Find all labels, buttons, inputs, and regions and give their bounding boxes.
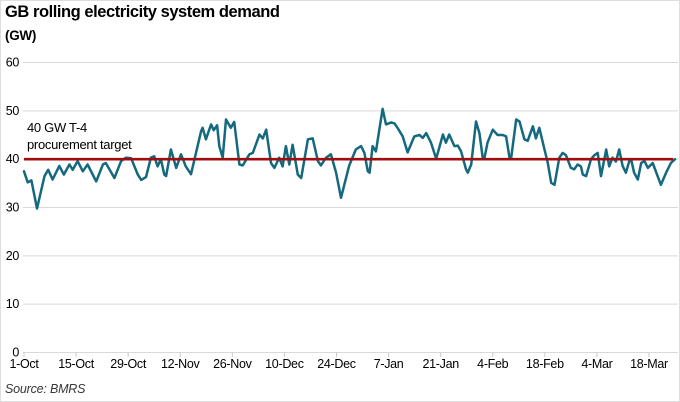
x-axis-label: 4-Feb xyxy=(477,357,509,371)
x-axis-label: 18-Feb xyxy=(526,357,564,371)
x-axis-label: 10-Dec xyxy=(265,357,304,371)
x-axis-label: 4-Mar xyxy=(581,357,612,371)
x-axis-label: 21-Jan xyxy=(422,357,459,371)
y-axis-label: 10 xyxy=(6,297,20,311)
x-axis-label: 24-Dec xyxy=(317,357,356,371)
x-axis-label: 18-Mar xyxy=(630,357,668,371)
y-axis-label: 0 xyxy=(12,346,19,360)
x-axis-label: 12-Nov xyxy=(161,357,201,371)
source-label: Source: BMRS xyxy=(5,382,86,396)
y-axis-label: 50 xyxy=(6,104,20,118)
target-annotation-line1: 40 GW T-4 xyxy=(27,120,87,135)
y-axis-label: 40 xyxy=(6,152,20,166)
x-axis-label: 26-Nov xyxy=(213,357,253,371)
demand-series-line xyxy=(22,107,677,210)
x-axis-label: 7-Jan xyxy=(374,357,404,371)
target-line-annotation: 40 GW T-4 procurement target xyxy=(27,119,132,153)
y-axis-units-label: (GW) xyxy=(5,28,37,43)
chart-title: GB rolling electricity system demand xyxy=(5,3,280,21)
y-axis-label: 60 xyxy=(6,56,20,70)
y-axis-label: 30 xyxy=(6,201,20,215)
x-axis-label: 29-Oct xyxy=(110,357,147,371)
y-axis-label: 20 xyxy=(6,249,20,263)
target-annotation-line2: procurement target xyxy=(27,137,132,152)
x-axis-label: 1-Oct xyxy=(9,357,39,371)
x-axis-label: 15-Oct xyxy=(58,357,95,371)
